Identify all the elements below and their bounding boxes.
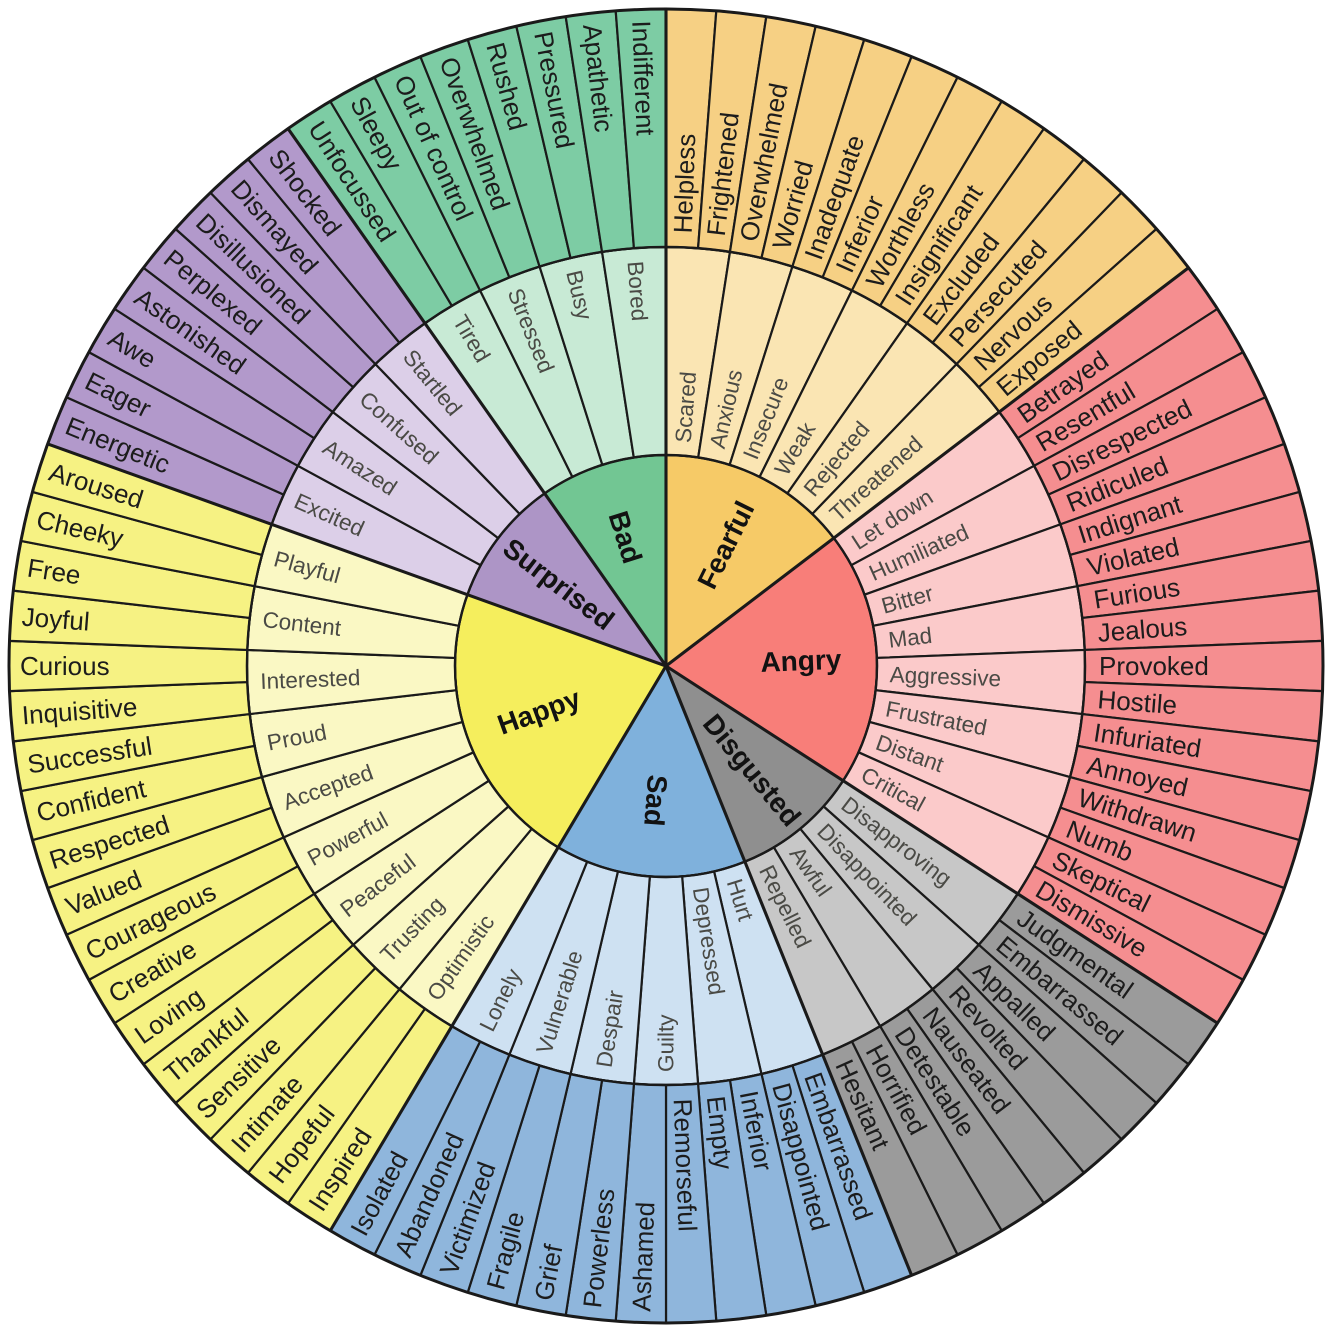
section-border-disgusted xyxy=(665,664,1219,1025)
outer-label-angry-jealous: Jealous xyxy=(1097,611,1189,648)
outer-label-sad-ashamed: Ashamed xyxy=(626,1201,660,1312)
outer-label-angry-hostile: Hostile xyxy=(1097,684,1179,720)
outer-label-angry-provoked: Provoked xyxy=(1099,651,1209,681)
core-label-sad: Sad xyxy=(638,774,673,828)
ring-outline-0 xyxy=(453,453,879,879)
middle-label-fearful-scared: Scared xyxy=(671,371,701,444)
middle-label-bad-bored: Bored xyxy=(622,260,652,322)
middle-label-happy-interested: Interested xyxy=(260,665,361,694)
outer-label-happy-joyful: Joyful xyxy=(21,602,91,637)
core-label-angry: Angry xyxy=(760,644,842,678)
outer-label-happy-curious: Curious xyxy=(20,651,110,681)
ring-outline-1 xyxy=(245,245,1087,1087)
wheel-section-borders xyxy=(7,7,1325,1325)
middle-label-angry-mad: Mad xyxy=(887,623,933,653)
section-border-happy xyxy=(328,665,668,1232)
outer-label-fearful-helpless: Helpless xyxy=(668,133,702,234)
middle-label-sad-guilty: Guilty xyxy=(654,1014,679,1072)
outer-label-sad-remorseful: Remorseful xyxy=(668,1098,703,1232)
outer-label-bad-indifferent: Indifferent xyxy=(626,20,660,137)
section-border-surprised xyxy=(47,442,667,668)
section-border-bad xyxy=(286,127,668,667)
section-border-sad xyxy=(664,665,914,1276)
middle-label-angry-aggressive: Aggressive xyxy=(889,662,1001,691)
section-border-angry xyxy=(665,266,1190,668)
ring-outline-2 xyxy=(7,7,1325,1325)
